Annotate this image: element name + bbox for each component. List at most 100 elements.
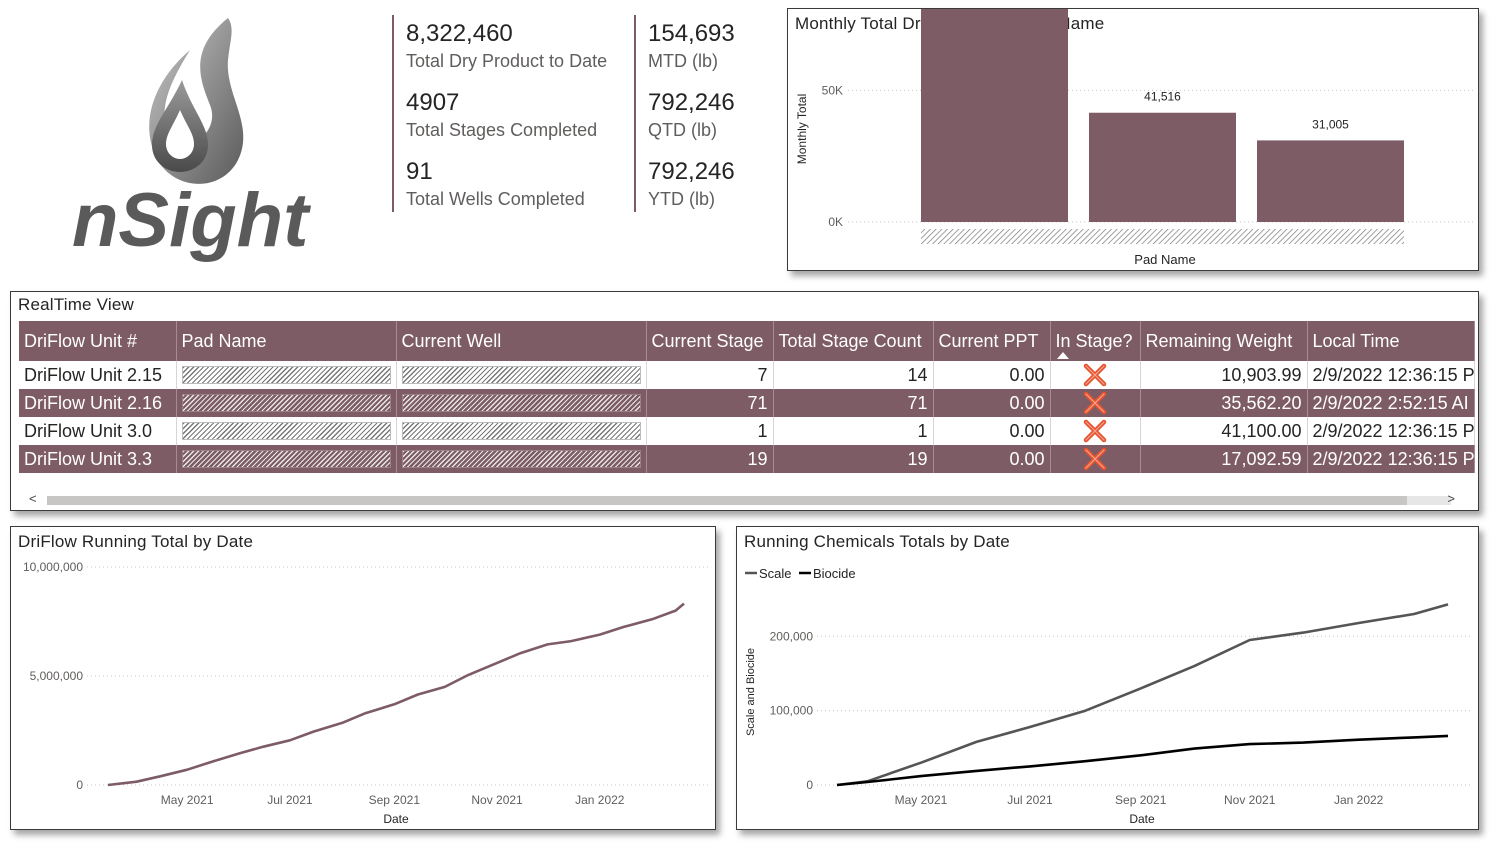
kpi-label: Total Dry Product to Date — [406, 51, 608, 71]
column-header-current-well[interactable]: Current Well — [396, 321, 647, 361]
kpi-label: Total Stages Completed — [406, 120, 598, 140]
cell-current-well — [396, 389, 647, 417]
cell-current-stage: 7 — [646, 361, 774, 389]
kpi-value: 4907 — [406, 89, 460, 116]
cell-current-ppt: 0.00 — [933, 417, 1051, 445]
table-row[interactable]: DriFlow Unit 3.0 1 1 0.00 41,100.00 2/9/2022 … — [19, 417, 1475, 445]
x-tick-label: May 2021 — [895, 793, 948, 807]
nsight-logo: nSight — [60, 10, 330, 270]
cell-in-stage — [1050, 361, 1141, 389]
y-tick-label: 0K — [828, 215, 843, 229]
y-tick-label: 0 — [76, 778, 83, 792]
cell-remaining-weight: 17,092.59 — [1140, 445, 1308, 473]
cell-local-time: 2/9/2022 2:52:15 AI — [1307, 389, 1475, 417]
legend-label-scale[interactable]: Scale — [759, 566, 792, 581]
y-tick-label: 100,000 — [770, 704, 814, 718]
driflow-running-total-panel[interactable]: DriFlow Running Total by Date Date 0 5,00… — [10, 526, 716, 830]
kpi-label: QTD (lb) — [648, 120, 717, 140]
column-header-pad-name[interactable]: Pad Name — [176, 321, 397, 361]
cell-in-stage — [1050, 445, 1141, 473]
cell-total-stage-count: 1 — [773, 417, 934, 445]
table-header-row: DriFlow Unit # Pad Name Current Well Cur… — [19, 321, 1475, 361]
cell-current-ppt: 0.00 — [933, 445, 1051, 473]
cell-current-stage: 71 — [646, 389, 774, 417]
x-tick-label: Sep 2021 — [1115, 793, 1167, 807]
cell-current-stage: 19 — [646, 445, 774, 473]
kpi-label: YTD (lb) — [648, 189, 715, 209]
table-row[interactable]: DriFlow Unit 2.16 71 71 0.00 35,562.20 2/9/20… — [19, 389, 1475, 417]
bar-data-label: 31,005 — [1312, 117, 1349, 131]
x-tick-label: Jan 2022 — [575, 793, 625, 807]
kpi-value: 154,693 — [648, 20, 735, 47]
horizontal-scrollbar[interactable]: < > — [25, 491, 1473, 508]
cell-total-stage-count: 19 — [773, 445, 934, 473]
cell-total-stage-count: 71 — [773, 389, 934, 417]
scroll-right-icon[interactable]: > — [1447, 491, 1455, 506]
kpi-qtd: 792,246 QTD (lb) — [648, 89, 735, 141]
column-header-in-stage[interactable]: In Stage? — [1050, 321, 1141, 361]
series-line-0[interactable] — [107, 602, 685, 787]
legend-label-biocide[interactable]: Biocide — [813, 566, 856, 581]
bar-chart-panel[interactable]: Monthly Total Dry Product by Pad Name Mo… — [787, 8, 1479, 271]
x-tick-label: Nov 2021 — [1224, 793, 1276, 807]
cell-unit: DriFlow Unit 2.16 — [19, 389, 177, 417]
column-header-unit[interactable]: DriFlow Unit # — [19, 321, 177, 361]
series-line-biocide[interactable] — [836, 734, 1449, 787]
cell-current-well — [396, 361, 647, 389]
y-tick-label: 50K — [822, 83, 843, 97]
redacted-category-labels — [921, 229, 1404, 244]
cell-local-time: 2/9/2022 12:36:15 P — [1307, 417, 1475, 445]
x-tick-label: May 2021 — [161, 793, 214, 807]
x-tick-label: Jan 2022 — [1334, 793, 1384, 807]
cell-current-ppt: 0.00 — [933, 361, 1051, 389]
column-header-current-ppt[interactable]: Current PPT — [933, 321, 1051, 361]
bar[interactable] — [1089, 112, 1236, 222]
bar[interactable] — [921, 9, 1068, 223]
cell-total-stage-count: 14 — [773, 361, 934, 389]
cell-pad-name — [176, 389, 397, 417]
cell-in-stage — [1050, 417, 1141, 445]
y-tick-label: 200,000 — [770, 629, 814, 643]
redacted-pad-name — [181, 366, 391, 384]
scrollbar-thumb[interactable] — [47, 496, 1407, 505]
kpi-total-dry-product: 8,322,460 Total Dry Product to Date — [406, 20, 607, 72]
running-chemicals-title: Running Chemicals Totals by Date — [744, 532, 1010, 551]
column-header-current-stage[interactable]: Current Stage — [646, 321, 774, 361]
column-header-local-time[interactable]: Local Time — [1307, 321, 1475, 361]
cell-remaining-weight: 35,562.20 — [1140, 389, 1308, 417]
x-tick-label: Nov 2021 — [471, 793, 523, 807]
realtime-table: DriFlow Unit # Pad Name Current Well Cur… — [19, 321, 1475, 473]
cell-local-time: 2/9/2022 12:36:15 P — [1307, 445, 1475, 473]
kpi-divider-right — [634, 15, 636, 212]
cell-pad-name — [176, 361, 397, 389]
scroll-left-icon[interactable]: < — [29, 491, 37, 506]
cell-unit: DriFlow Unit 2.15 — [19, 361, 177, 389]
cell-local-time: 2/9/2022 12:36:15 P — [1307, 361, 1475, 389]
redacted-pad-name — [181, 450, 391, 468]
bar[interactable] — [1257, 140, 1404, 222]
redacted-current-well — [401, 450, 641, 468]
chart-legend[interactable]: Scale Biocide — [745, 566, 856, 581]
running-chemicals-panel[interactable]: Running Chemicals Totals by Date Scale B… — [736, 526, 1479, 830]
line-chart2-ylabel: Scale and Biocide — [745, 648, 757, 736]
bar-chart-xlabel: Pad Name — [1134, 252, 1195, 267]
kpi-ytd: 792,246 YTD (lb) — [648, 158, 735, 210]
driflow-running-total-title: DriFlow Running Total by Date — [18, 532, 254, 551]
x-icon — [1083, 419, 1107, 443]
table-row[interactable]: DriFlow Unit 2.15 7 14 0.00 10,903.99 2/9/202… — [19, 361, 1475, 389]
kpi-value: 792,246 — [648, 89, 735, 116]
kpi-value: 91 — [406, 158, 433, 185]
cell-remaining-weight: 10,903.99 — [1140, 361, 1308, 389]
column-header-remaining-weight[interactable]: Remaining Weight — [1140, 321, 1308, 361]
kpi-divider-left — [392, 15, 394, 212]
redacted-current-well — [401, 422, 641, 440]
kpi-label: Total Wells Completed — [406, 189, 585, 209]
table-row[interactable]: DriFlow Unit 3.3 19 19 0.00 17,092.59 2/9/202… — [19, 445, 1475, 473]
logo-text: nSight — [72, 178, 311, 263]
cell-remaining-weight: 41,100.00 — [1140, 417, 1308, 445]
series-line-scale[interactable] — [836, 603, 1449, 787]
realtime-view-panel[interactable]: RealTime View DriFlow Unit # Pad Name Cu… — [10, 291, 1479, 511]
column-header-total-stage-count[interactable]: Total Stage Count — [773, 321, 934, 361]
cell-current-well — [396, 445, 647, 473]
